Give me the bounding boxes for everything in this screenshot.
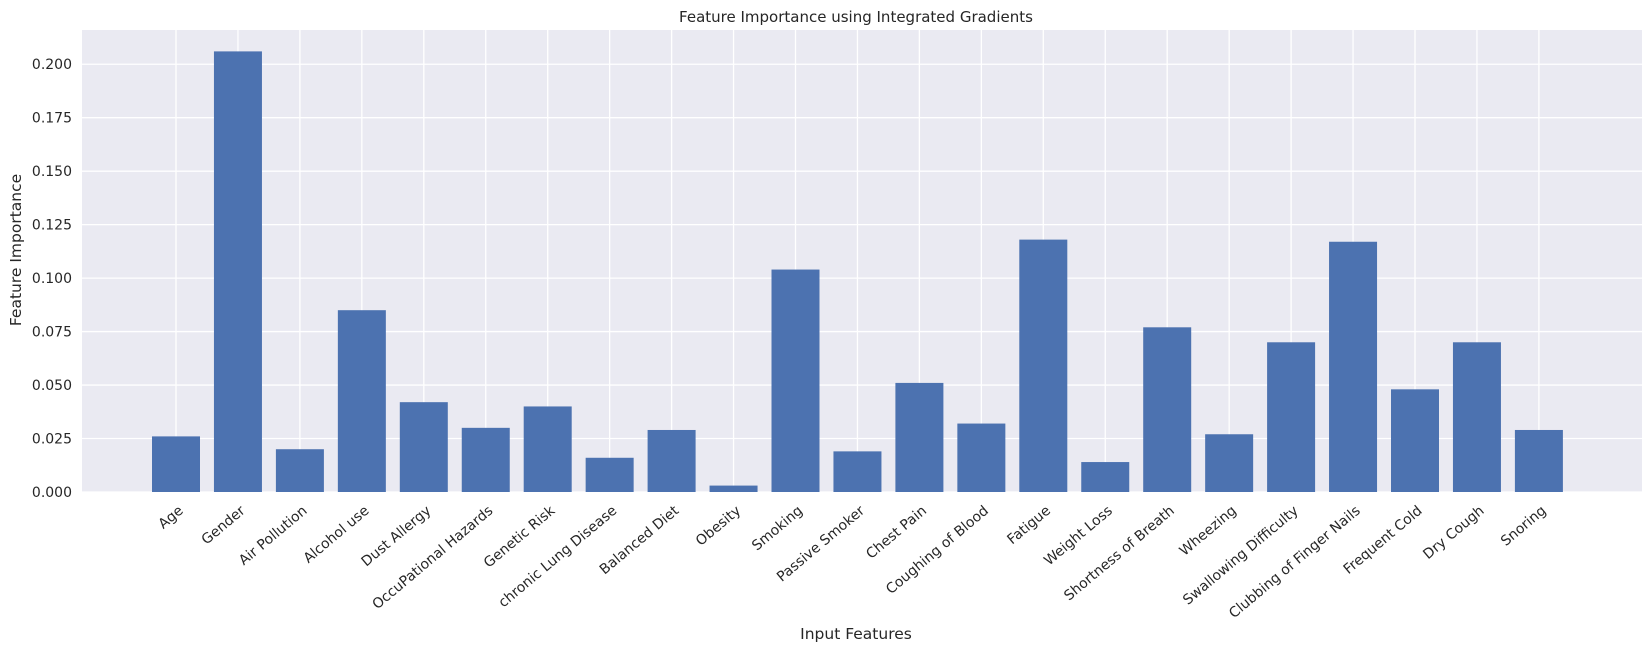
bar-smoking [771,269,820,492]
bar-fatigue [1019,239,1068,492]
bar-frequent-cold [1391,389,1439,492]
x-tick-label: Coughing of Blood [883,503,992,598]
x-tick-label: Fatigue [1004,503,1053,548]
bar-weight-loss [1081,462,1130,492]
y-tick-label: 0.150 [32,164,72,180]
bar-dry-cough [1452,342,1501,492]
x-tick-label: OccuPational Hazards [369,503,496,613]
x-tick-label: Age [156,503,187,533]
bar-alcohol-use [337,310,386,492]
y-tick-label: 0.050 [32,378,72,394]
bar-dust-allergy [399,402,448,492]
bar-swallowing-difficulty [1267,342,1316,492]
y-tick-label: 0.125 [32,218,72,234]
bar-clubbing-of-finger-nails [1329,241,1378,492]
bar-gender [213,51,262,493]
bar-snoring [1514,429,1563,492]
x-tick-label: Snoring [1498,503,1549,550]
bar-coughing-of-blood [957,423,1006,492]
x-tick-label: Gender [199,503,249,549]
bar-obesity [709,485,758,492]
x-tick-label: chronic Lung Disease [496,503,621,611]
bar-balanced-diet [647,429,696,492]
y-tick-label: 0.000 [32,485,72,501]
bar-passive-smoker [833,451,882,492]
x-tick-label: Air Pollution [236,503,310,569]
bar-wheezing [1205,434,1254,492]
y-tick-label: 0.175 [32,111,72,127]
bar-chest-pain [895,382,944,492]
y-tick-labels: 0.000 0.025 0.050 0.075 0.100 0.125 0.150 0.175… [32,57,72,501]
x-axis-label: Input Features [800,625,912,643]
y-tick-label: 0.200 [32,57,72,73]
bar-shortness-of-breath [1143,327,1192,492]
x-tick-label: Smoking [749,503,806,554]
y-tick-label: 0.025 [32,432,72,448]
bar-occupational-hazards [461,427,510,492]
x-tick-label: Obesity [693,503,744,550]
x-tick-label: Dry Cough [1420,503,1487,563]
x-tick-label: Wheezing [1177,503,1240,560]
y-axis-label: Feature Importance [7,174,25,326]
bars [152,51,1563,493]
x-tick-label: Shortness of Breath [1061,503,1178,604]
y-tick-label: 0.100 [32,271,72,287]
bar-genetic-risk [523,406,572,492]
chart-title: Feature Importance using Integrated Grad… [679,8,1033,26]
bar-age [152,436,200,492]
bar-air-pollution [275,449,324,492]
bar-chronic-lung-disease [585,457,634,492]
y-tick-label: 0.075 [32,325,72,341]
x-tick-label: Swallowing Difficulty [1180,503,1302,609]
